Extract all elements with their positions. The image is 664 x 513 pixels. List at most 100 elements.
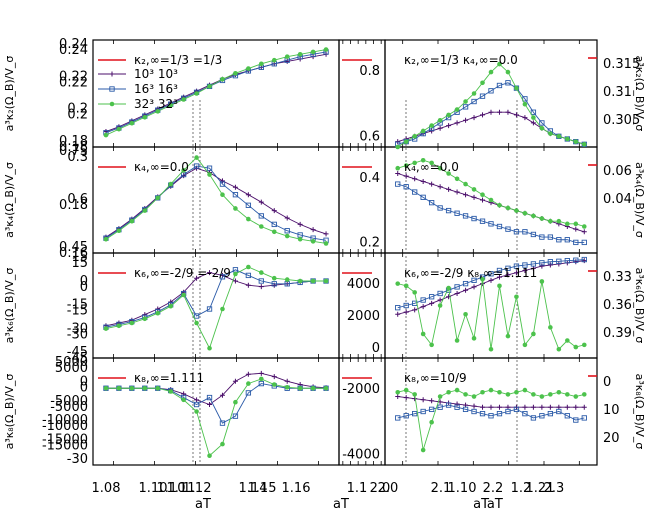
data-point [505, 272, 511, 278]
x-tick-label: 1.10 [448, 481, 477, 496]
data-point [573, 257, 579, 263]
data-point [155, 310, 161, 316]
data-point [395, 171, 401, 176]
series-line-kappa4-10³ [105, 167, 327, 238]
data-point [220, 306, 225, 312]
data-point [194, 409, 199, 414]
data-point [488, 109, 494, 115]
data-point [437, 394, 443, 399]
y-tick-label: 0.45 [59, 240, 88, 255]
data-point [522, 268, 528, 273]
data-point [488, 277, 494, 283]
data-point [480, 192, 485, 197]
data-point [581, 229, 587, 235]
data-point [271, 221, 277, 228]
data-point [497, 61, 502, 67]
data-point [220, 76, 225, 82]
x-tick-label: 2.0 [370, 481, 391, 496]
data-point [454, 338, 460, 343]
data-point [581, 142, 587, 147]
data-point [245, 272, 252, 279]
legend-entry: 32³ 32³ [134, 97, 178, 111]
right-tick-label: 10 [603, 403, 620, 418]
data-point [565, 136, 570, 142]
data-point [245, 282, 251, 288]
data-point [480, 112, 486, 118]
data-point [207, 402, 213, 408]
data-point [531, 115, 536, 120]
data-point [219, 274, 226, 280]
series-line-kappa8-32³ [105, 378, 327, 457]
y-tick-label: 0.24 [59, 43, 88, 58]
data-point [463, 311, 468, 317]
data-point [271, 208, 277, 214]
data-point [496, 404, 502, 410]
data-point [297, 221, 303, 227]
data-point [155, 385, 161, 391]
data-point [547, 410, 554, 417]
data-point [395, 165, 401, 171]
data-point [530, 120, 536, 126]
right-tick-label: 20 [603, 431, 620, 446]
data-point [454, 120, 460, 126]
data-point [246, 381, 251, 386]
data-point [530, 265, 536, 271]
panel-frame-r3-c0 [92, 357, 340, 466]
data-point [259, 376, 264, 382]
data-point [412, 410, 418, 417]
data-point [556, 134, 562, 139]
data-point [420, 178, 426, 184]
kappa-label: κ₈,∞=10/9 [404, 371, 467, 385]
data-point [233, 206, 238, 211]
data-point [573, 239, 579, 246]
right-tick-label: 0.305 [603, 113, 640, 128]
data-point [429, 342, 434, 348]
data-point [522, 96, 528, 102]
data-point [429, 128, 435, 134]
data-point [259, 270, 264, 275]
data-point [522, 387, 528, 393]
data-point [539, 404, 545, 410]
right-y-axis-label: a³κ₆(Ω_B)/V_σ [633, 268, 646, 344]
data-point [454, 387, 460, 393]
y-tick-label: 5000 [55, 361, 88, 376]
y-tick-label: 0 [80, 374, 88, 389]
right-tick-label: 0.04 [603, 192, 632, 207]
y-tick-label: -2000 [342, 382, 380, 397]
data-point [310, 227, 316, 233]
data-point [412, 290, 417, 295]
data-point [403, 283, 409, 289]
data-point [403, 302, 409, 309]
data-point [194, 397, 200, 403]
data-point [573, 221, 579, 227]
data-point [581, 258, 587, 264]
data-point [395, 181, 401, 187]
kappa-label: κ₆,∞=-2/9 =-2/9 [134, 266, 231, 280]
data-point [530, 261, 537, 267]
right-tick-label: 0.06 [603, 164, 632, 179]
data-point [129, 320, 135, 326]
data-point [271, 229, 277, 235]
data-point [437, 125, 443, 131]
data-point [233, 399, 238, 405]
data-point [155, 306, 161, 312]
data-point [496, 223, 503, 230]
panel-frames [92, 39, 598, 466]
y-tick-label: 0.3 [67, 150, 88, 165]
data-point [323, 231, 329, 237]
data-point [463, 117, 469, 123]
data-point [530, 415, 537, 421]
y-tick-label: 0 [80, 280, 88, 295]
data-point [420, 408, 426, 415]
y-tick-label: -15 [67, 304, 88, 319]
data-point [103, 236, 109, 242]
data-point [539, 394, 545, 399]
data-point [437, 117, 443, 123]
data-point [420, 304, 426, 310]
series-line-kappa2-16³ [397, 82, 585, 145]
data-point [412, 134, 417, 139]
data-point [297, 236, 303, 242]
data-point [437, 205, 443, 211]
data-point [488, 413, 494, 419]
